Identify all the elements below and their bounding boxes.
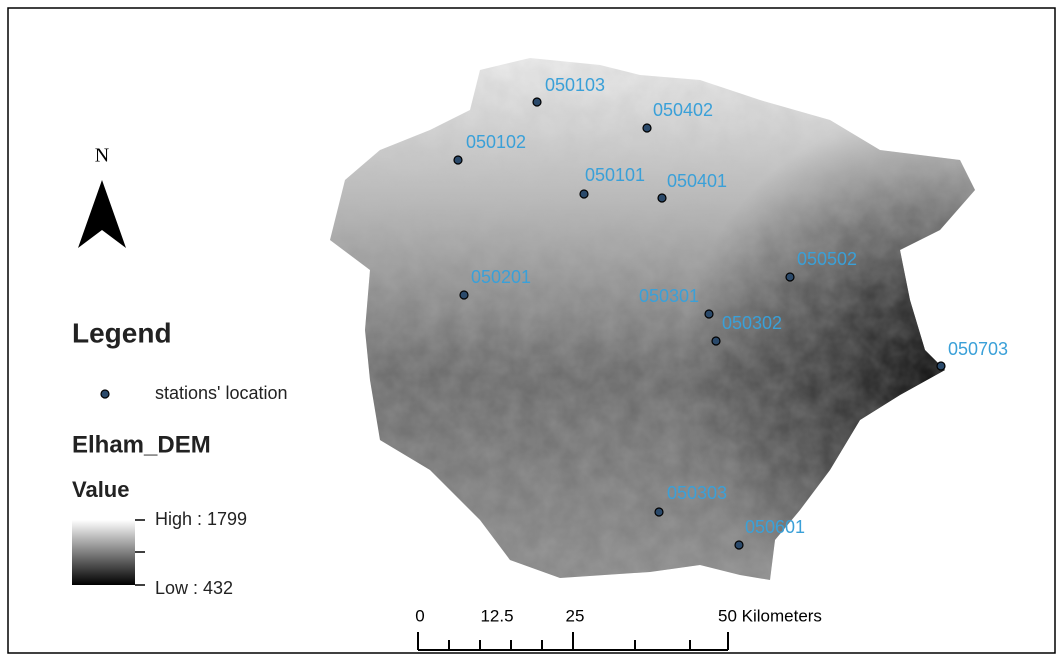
north-arrow bbox=[78, 180, 126, 248]
station-label: 050401 bbox=[667, 171, 727, 191]
color-ramp bbox=[72, 520, 135, 585]
scale-label: 12.5 bbox=[480, 606, 513, 625]
station-label: 050502 bbox=[797, 249, 857, 269]
station-label: 050601 bbox=[745, 517, 805, 537]
legend-station-label: stations' location bbox=[155, 383, 288, 403]
scale-label: 25 bbox=[566, 606, 585, 625]
station-marker bbox=[533, 98, 541, 106]
station-marker bbox=[937, 362, 945, 370]
station-marker bbox=[655, 508, 663, 516]
station-marker bbox=[658, 194, 666, 202]
legend-title: Legend bbox=[72, 317, 172, 348]
station-marker bbox=[454, 156, 462, 164]
station-marker bbox=[705, 310, 713, 318]
legend-station-symbol bbox=[101, 390, 109, 398]
map: N Legend stations' location Elham_DEM Va… bbox=[0, 0, 1063, 661]
north-label: N bbox=[95, 145, 109, 167]
scale-label: 50 Kilometers bbox=[718, 606, 822, 625]
station-label: 050102 bbox=[466, 132, 526, 152]
station-label: 050302 bbox=[722, 313, 782, 333]
scale-label: 0 bbox=[415, 606, 424, 625]
station-marker bbox=[712, 337, 720, 345]
layer-name: Elham_DEM bbox=[72, 431, 211, 458]
station-marker bbox=[735, 541, 743, 549]
station-label: 050703 bbox=[948, 339, 1008, 359]
station-label: 050303 bbox=[667, 483, 727, 503]
scale-bar bbox=[418, 632, 728, 650]
field-name: Value bbox=[72, 477, 129, 502]
ramp-ticks bbox=[135, 520, 145, 585]
station-label: 050402 bbox=[653, 100, 713, 120]
station-label: 050301 bbox=[639, 286, 699, 306]
low-label: Low : 432 bbox=[155, 578, 233, 598]
high-label: High : 1799 bbox=[155, 509, 247, 529]
station-label: 050103 bbox=[545, 75, 605, 95]
station-marker bbox=[580, 190, 588, 198]
station-label: 050201 bbox=[471, 267, 531, 287]
station-label: 050101 bbox=[585, 165, 645, 185]
station-marker bbox=[643, 124, 651, 132]
station-marker bbox=[786, 273, 794, 281]
dem-raster bbox=[320, 50, 990, 590]
station-marker bbox=[460, 291, 468, 299]
